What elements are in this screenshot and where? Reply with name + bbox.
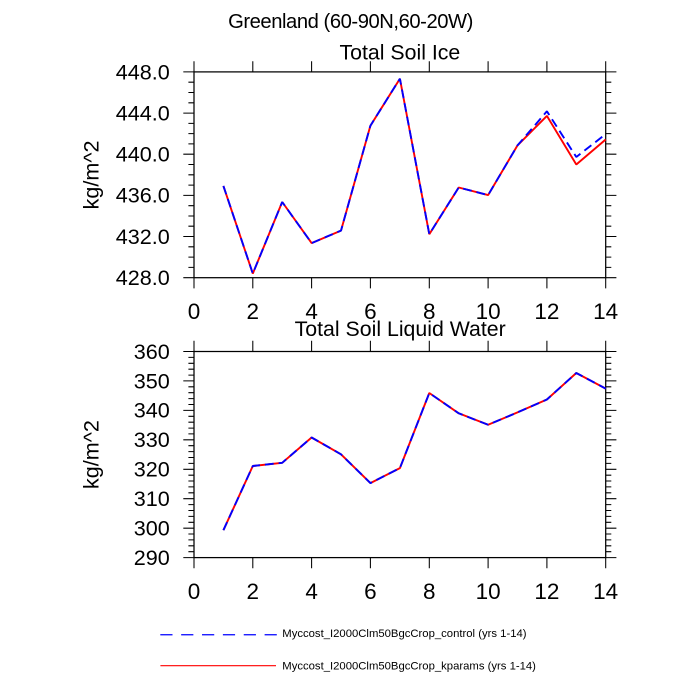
svg-text:8: 8	[423, 299, 436, 324]
svg-text:0: 0	[188, 299, 201, 324]
svg-text:4: 4	[305, 299, 318, 324]
svg-text:10: 10	[476, 579, 501, 604]
svg-text:436.0: 436.0	[116, 183, 170, 208]
svg-text:Myccost_I2000Clm50BgcCrop_cont: Myccost_I2000Clm50BgcCrop_control (yrs 1…	[282, 628, 526, 640]
svg-text:14: 14	[593, 579, 618, 604]
svg-text:kg/m^2: kg/m^2	[79, 420, 104, 489]
svg-text:432.0: 432.0	[116, 224, 170, 249]
svg-text:8: 8	[423, 579, 436, 604]
svg-text:2: 2	[247, 299, 260, 324]
svg-text:Myccost_I2000Clm50BgcCrop_kpar: Myccost_I2000Clm50BgcCrop_kparams (yrs 1…	[282, 660, 536, 672]
svg-text:12: 12	[534, 579, 559, 604]
svg-text:290: 290	[134, 545, 170, 570]
svg-text:14: 14	[593, 299, 618, 324]
svg-text:kg/m^2: kg/m^2	[79, 141, 104, 210]
svg-text:Total Soil Liquid Water: Total Soil Liquid Water	[295, 317, 506, 341]
svg-text:428.0: 428.0	[116, 265, 170, 290]
svg-text:448.0: 448.0	[116, 59, 170, 84]
svg-text:310: 310	[134, 486, 170, 511]
svg-text:6: 6	[364, 299, 377, 324]
svg-text:350: 350	[134, 368, 170, 393]
svg-text:440.0: 440.0	[116, 142, 170, 167]
svg-text:0: 0	[188, 579, 201, 604]
svg-text:2: 2	[247, 579, 260, 604]
svg-text:12: 12	[534, 299, 559, 324]
svg-text:10: 10	[476, 299, 501, 324]
svg-text:320: 320	[134, 457, 170, 482]
svg-text:Greenland (60-90N,60-20W): Greenland (60-90N,60-20W)	[228, 11, 473, 33]
svg-text:360: 360	[134, 339, 170, 364]
svg-text:330: 330	[134, 427, 170, 452]
svg-text:300: 300	[134, 516, 170, 541]
svg-text:444.0: 444.0	[116, 100, 170, 125]
svg-text:6: 6	[364, 579, 377, 604]
svg-text:340: 340	[134, 398, 170, 423]
svg-text:Total Soil Ice: Total Soil Ice	[340, 40, 461, 64]
svg-text:4: 4	[305, 579, 318, 604]
